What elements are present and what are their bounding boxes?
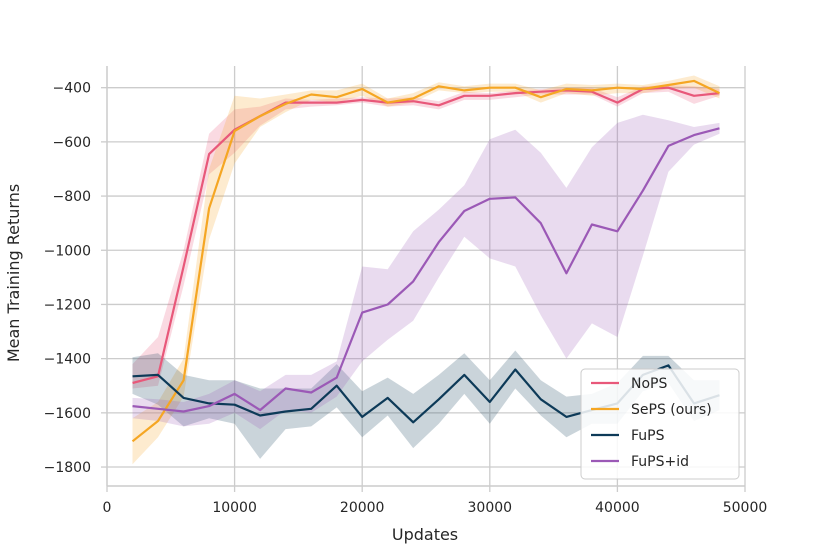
band-fups-id xyxy=(132,114,720,430)
y-tick-label: −1000 xyxy=(44,243,91,259)
x-tick-label: 40000 xyxy=(595,500,640,516)
legend-box xyxy=(580,368,740,480)
y-tick-label: −1200 xyxy=(44,297,91,313)
x-tick-label: 0 xyxy=(103,500,112,516)
x-tick-label: 20000 xyxy=(340,500,385,516)
legend-label-fups-id: FuPS+id xyxy=(631,454,689,470)
x-tick-label: 50000 xyxy=(723,500,768,516)
x-tick-label: 10000 xyxy=(212,500,257,516)
x-tick-label: 30000 xyxy=(468,500,513,516)
band-fups xyxy=(132,350,720,459)
y-tick-label: −1800 xyxy=(44,460,91,476)
legend-label-seps-ours: SePS (ours) xyxy=(631,402,712,418)
series-line-nops xyxy=(132,86,720,385)
y-tick-label: −1400 xyxy=(44,352,91,368)
x-axis-label: Updates xyxy=(392,525,458,544)
legend: NoPS SePS (ours) FuPS FuPS+id xyxy=(580,368,740,480)
y-axis-label: Mean Training Returns xyxy=(4,184,23,362)
confidence-bands xyxy=(132,75,720,465)
series-line-fups-id xyxy=(132,127,720,413)
axes xyxy=(101,66,746,492)
legend-label-nops: NoPS xyxy=(631,376,667,392)
legend-label-fups: FuPS xyxy=(631,428,665,444)
y-tick-label: −600 xyxy=(53,135,91,151)
series-line-seps-ours xyxy=(131,79,720,443)
y-axis-tick-labels: −400 −600 −800 −1000 −1200 −1400 −1600 −1800 xyxy=(44,81,91,476)
y-tick-label: −400 xyxy=(53,81,91,97)
y-tick-label: −800 xyxy=(53,189,91,205)
x-axis-tick-labels: 0 10000 20000 30000 40000 50000 xyxy=(103,500,768,516)
y-tick-label: −1600 xyxy=(44,406,91,422)
